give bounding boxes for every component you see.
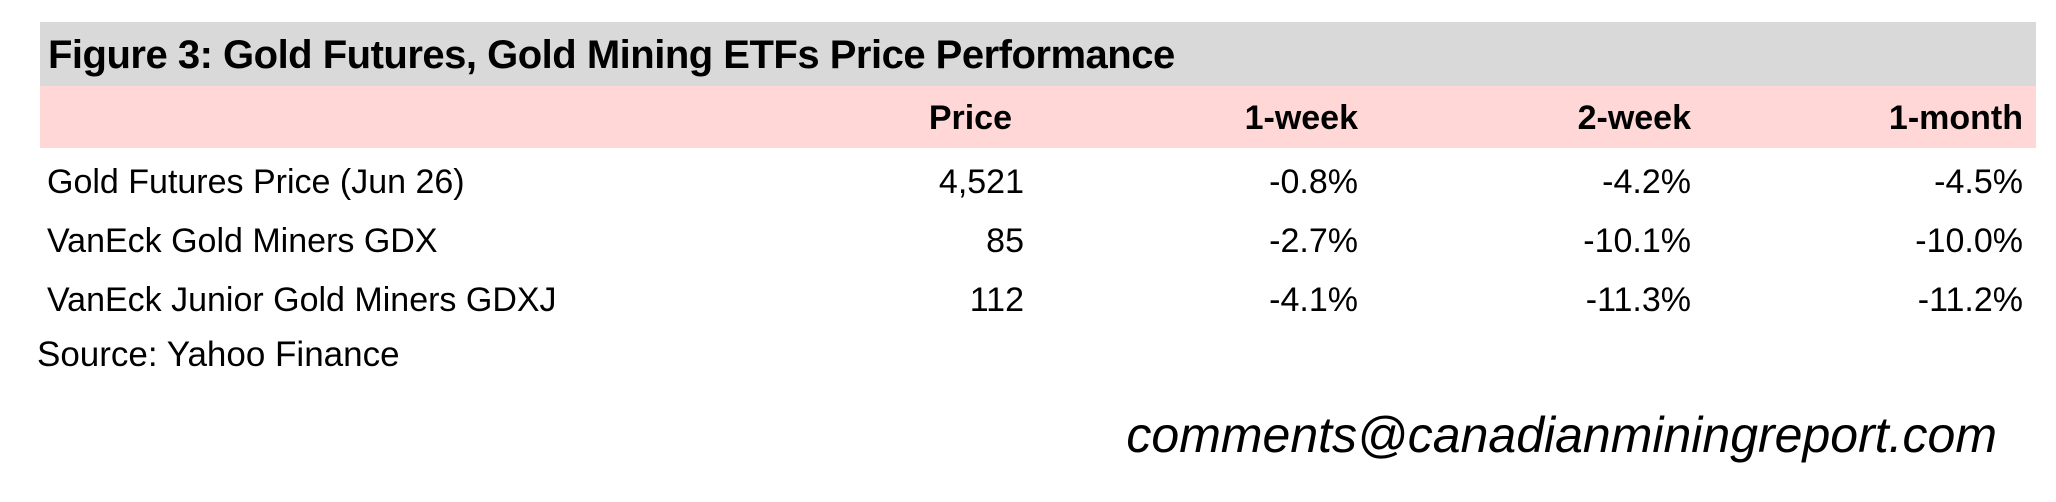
row-label: VanEck Gold Miners GDX: [47, 222, 438, 260]
table-cell: -2.7%: [1269, 222, 1358, 260]
table-cell: 4,521: [938, 163, 1024, 201]
table-cell: -4.5%: [1934, 163, 2023, 201]
column-header: Price: [928, 99, 1012, 137]
column-header: 2-week: [1577, 99, 1691, 137]
table-cell: 85: [986, 222, 1024, 260]
column-header: 1-month: [1888, 99, 2023, 137]
row-label: VanEck Junior Gold Miners GDXJ: [47, 281, 557, 319]
contact-email: comments@canadianminingreport.com: [1126, 407, 1997, 463]
table-cell: -10.0%: [1915, 222, 2023, 260]
table-cell: -4.1%: [1269, 281, 1358, 319]
title-bar: [40, 22, 2036, 86]
table-cell: 112: [969, 281, 1024, 319]
header-bar: [40, 86, 2036, 148]
table-cell: -4.2%: [1602, 163, 1691, 201]
source: Source: Yahoo Finance: [37, 335, 400, 374]
row-label: Gold Futures Price (Jun 26): [47, 163, 465, 201]
table-cell: -10.1%: [1583, 222, 1691, 260]
column-header: 1-week: [1244, 99, 1358, 137]
table-cell: -0.8%: [1269, 163, 1358, 201]
table-cell: -11.2%: [1917, 281, 2023, 319]
title: Figure 3: Gold Futures, Gold Mining ETFs…: [48, 33, 1175, 77]
table-cell: -11.3%: [1585, 281, 1691, 319]
